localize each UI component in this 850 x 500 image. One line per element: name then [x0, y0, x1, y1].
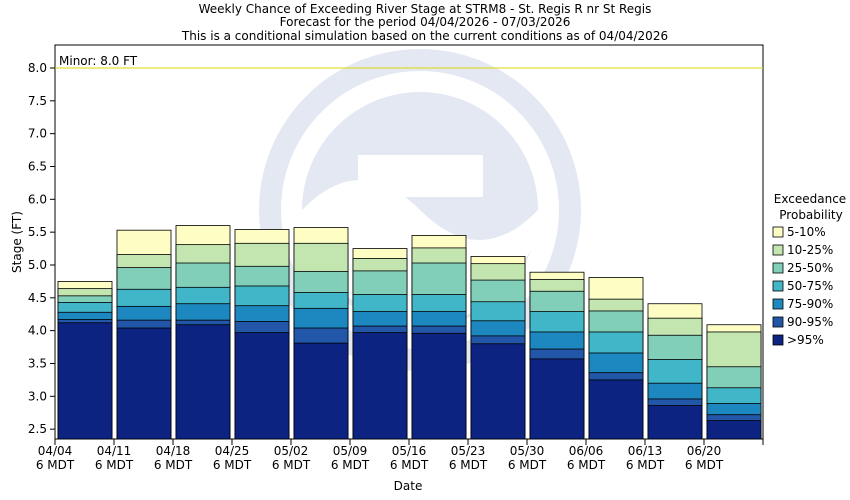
bar-segment [470, 343, 526, 440]
x-tick-label: 05/23 [451, 444, 486, 458]
chart-title-line-2: Forecast for the period 04/04/2026 - 07/… [280, 15, 571, 29]
x-tick-label: 06/20 [687, 444, 722, 458]
legend-title-line-2: Probability [779, 208, 842, 222]
x-tick-sublabel: 6 MDT [154, 458, 193, 472]
bar-segment [647, 405, 703, 440]
legend-swatch [772, 316, 784, 328]
legend-label: 75-90% [787, 297, 833, 311]
y-tick-label: 6.0 [28, 192, 47, 206]
legend-swatch [772, 298, 784, 310]
bar-segment [57, 322, 113, 440]
legend-swatch [772, 226, 784, 238]
legend-label: 25-50% [787, 261, 833, 275]
legend-label: 90-95% [787, 315, 833, 329]
y-tick-label: 6.5 [28, 159, 47, 173]
chart-title-line-3: This is a conditional simulation based o… [181, 29, 668, 43]
x-tick-sublabel: 6 MDT [685, 458, 724, 472]
y-tick-label: 2.5 [28, 422, 47, 436]
x-tick-sublabel: 6 MDT [272, 458, 311, 472]
bar-stack-group [57, 225, 762, 440]
minor-flood-threshold-label: Minor: 8.0 FT [59, 54, 138, 68]
bar-segment [116, 327, 172, 440]
x-tick-label: 05/30 [510, 444, 545, 458]
x-tick-label: 04/04 [38, 444, 73, 458]
x-tick-sublabel: 6 MDT [390, 458, 429, 472]
y-axis: 2.5 3.0 3.5 4.0 4.5 5.0 5.5 6.0 6.5 7.0 7.5 8.0 [28, 61, 55, 436]
bar-segment [234, 332, 290, 440]
x-tick-label: 06/13 [628, 444, 663, 458]
bar-segment [588, 379, 644, 440]
x-tick-label: 06/06 [569, 444, 604, 458]
y-tick-label: 3.5 [28, 356, 47, 370]
x-tick-sublabel: 6 MDT [36, 458, 75, 472]
bar-segment [175, 324, 231, 440]
legend-swatch [772, 334, 784, 346]
x-tick-label: 04/25 [215, 444, 250, 458]
x-tick-sublabel: 6 MDT [331, 458, 370, 472]
y-tick-label: 8.0 [28, 61, 47, 75]
y-tick-label: 4.0 [28, 324, 47, 338]
y-tick-label: 3.0 [28, 389, 47, 403]
x-tick-sublabel: 6 MDT [626, 458, 665, 472]
y-tick-label: 4.5 [28, 291, 47, 305]
x-tick-sublabel: 6 MDT [567, 458, 606, 472]
bar-segment [352, 332, 408, 440]
legend-label: 10-25% [787, 243, 833, 257]
y-tick-label: 7.5 [28, 94, 47, 108]
legend-label: 50-75% [787, 279, 833, 293]
legend-swatch [772, 280, 784, 292]
legend-title-line-1: Exceedance [774, 192, 846, 206]
bar-segment [529, 358, 585, 440]
bar-segment [411, 332, 467, 440]
bar-segment [293, 342, 349, 440]
x-tick-label: 05/02 [274, 444, 309, 458]
x-tick-sublabel: 6 MDT [508, 458, 547, 472]
legend-label: >95% [787, 333, 824, 347]
x-tick-sublabel: 6 MDT [95, 458, 134, 472]
plot-area [54, 44, 764, 440]
y-axis-title: Stage (FT) [10, 211, 24, 273]
x-tick-label: 05/16 [392, 444, 427, 458]
x-tick-label: 04/11 [97, 444, 132, 458]
x-tick-sublabel: 6 MDT [449, 458, 488, 472]
legend-label: 5-10% [787, 225, 826, 239]
y-tick-label: 7.0 [28, 127, 47, 141]
x-tick-label: 05/09 [333, 444, 368, 458]
legend: Exceedance Probability 5-10% 10-25% 25-50%… [772, 192, 846, 347]
x-tick-sublabel: 6 MDT [213, 458, 252, 472]
x-tick-label: 04/18 [156, 444, 191, 458]
chart-title-line-1: Weekly Chance of Exceeding River Stage a… [199, 2, 652, 16]
legend-swatch [772, 244, 784, 256]
x-axis-title: Date [394, 479, 423, 493]
legend-swatch [772, 262, 784, 274]
y-tick-label: 5.0 [28, 258, 47, 272]
y-tick-label: 5.5 [28, 225, 47, 239]
bar-segment [706, 420, 762, 440]
